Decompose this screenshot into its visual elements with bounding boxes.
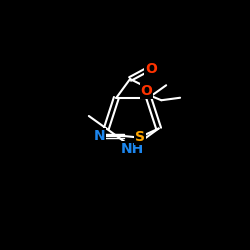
Text: NH: NH: [121, 142, 144, 156]
Text: S: S: [135, 130, 145, 144]
Text: O: O: [140, 84, 152, 98]
Text: O: O: [145, 62, 157, 76]
Text: N: N: [94, 129, 105, 143]
